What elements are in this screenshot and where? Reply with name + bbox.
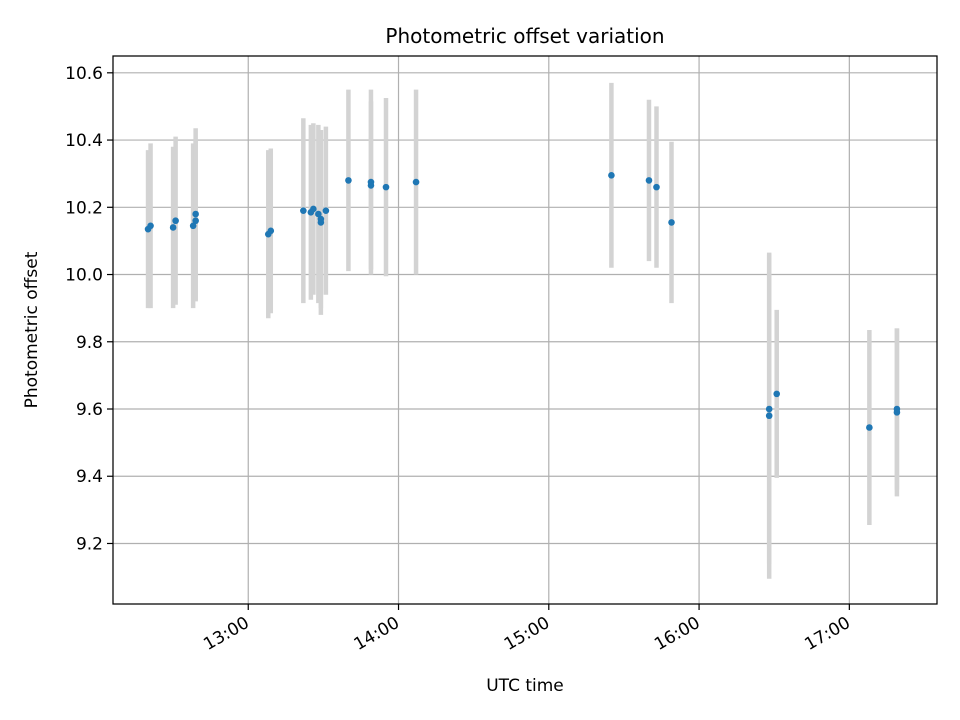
data-point <box>172 217 179 225</box>
y-axis-label: Photometric offset <box>22 251 42 408</box>
data-point <box>189 222 197 230</box>
y-tick-label: 9.4 <box>76 467 103 487</box>
data-point <box>653 183 660 191</box>
y-tick-label: 10.0 <box>65 266 103 286</box>
y-tick-label: 9.2 <box>76 534 103 554</box>
data-point <box>322 207 330 214</box>
data-point <box>893 409 901 416</box>
data-point <box>765 405 773 413</box>
data-point <box>169 224 177 231</box>
data-point <box>192 217 199 225</box>
data-point <box>300 207 307 214</box>
y-tick-label: 10.4 <box>65 131 103 151</box>
chart-title: Photometric offset variation <box>385 24 664 48</box>
data-point <box>412 178 420 186</box>
data-point <box>192 210 199 218</box>
y-tick-label: 9.8 <box>76 333 103 353</box>
data-point <box>765 412 773 420</box>
data-point <box>310 205 317 213</box>
y-tick-label: 10.6 <box>65 64 103 84</box>
plot-frame <box>112 55 938 605</box>
y-tick-label: 9.6 <box>76 400 103 420</box>
data-point <box>382 183 390 191</box>
data-point <box>367 178 375 186</box>
data-point <box>317 219 325 226</box>
data-point <box>608 172 615 179</box>
grid <box>113 56 937 604</box>
data-points <box>144 172 901 431</box>
data-point <box>267 227 275 235</box>
data-point <box>345 177 352 184</box>
data-point <box>645 177 653 184</box>
data-point <box>773 390 781 398</box>
y-axis-ticks: 9.2 9.4 9.6 9.8 10.0 10.2 10.4 10.6 <box>65 64 113 554</box>
x-axis-label: UTC time <box>486 676 564 696</box>
data-point <box>866 424 873 431</box>
data-point <box>315 210 322 218</box>
y-tick-label: 10.2 <box>65 198 103 218</box>
data-point <box>668 219 675 226</box>
data-point <box>147 222 154 230</box>
